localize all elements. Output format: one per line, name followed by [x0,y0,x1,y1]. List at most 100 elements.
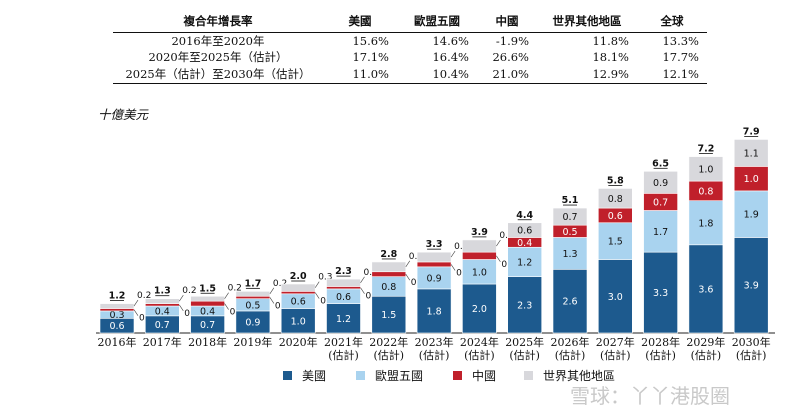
cagr-cell: 26.6% [492,50,529,64]
leader-line [133,309,139,316]
legend-label-row-world: 世界其他地區 [543,369,616,383]
x-tick-label: (估計) [374,348,405,362]
bar-segment [643,171,678,194]
x-tick-label: 2019年 [233,335,272,349]
x-tick-label: 2027年 [596,335,635,349]
cagr-cell: 11.8% [592,34,629,48]
total-label: 5.8 [607,175,624,186]
leader-line [405,274,411,281]
x-tick-label: (估計) [328,348,359,362]
bar-segment [99,303,135,309]
bar-segment [733,139,769,167]
data-label: 0.9 [653,178,668,189]
total-label: 7.2 [697,144,714,155]
x-tick-label: 2029年 [686,335,725,349]
total-label: 3.3 [426,239,443,250]
x-tick-label: 2018年 [188,335,227,349]
leader-line [224,303,229,310]
total-label: 1.5 [199,283,216,294]
data-label: 0.2 [182,286,196,296]
cagr-cell: 13.3% [662,34,699,48]
data-label: 1.0 [744,174,759,185]
bar-segment [280,283,316,292]
cagr-header-row-world: 世界其他地區 [537,10,637,33]
data-label: 3.9 [744,281,759,292]
bar-segment [280,308,316,334]
x-tick-label: 2026年 [551,335,590,349]
x-tick-label: 2021年 [324,335,363,349]
leader-line [179,304,184,311]
cagr-header-china: 中國 [477,10,537,33]
data-label: 0.2 [228,284,242,294]
total-label: 5.1 [562,195,579,206]
x-tick-label: (估計) [419,348,450,362]
bar-segment [643,210,678,253]
cagr-cell: 14.6% [432,34,469,48]
leader-line [496,255,501,262]
bar-segment [507,222,543,238]
cagr-cell: 12.1% [637,65,707,84]
leader-line [224,292,229,299]
data-label: 0.3 [318,273,332,283]
data-label: 0.9 [245,317,260,328]
x-tick-label: 2030年 [732,335,771,349]
total-label: 4.4 [516,210,533,221]
cagr-cell: 10.4% [397,65,477,84]
cagr-cell: 11.0% [323,65,397,84]
bar-segment [190,295,225,302]
cagr-row-label: 2016年至2020年 [171,34,265,48]
data-label: 0.5 [562,227,577,238]
legend-label-china: 中國 [472,369,497,383]
bar-segment [552,207,588,226]
data-label: 1.8 [698,218,713,229]
cagr-header-global: 全球 [637,10,707,33]
data-label: 1.0 [698,164,713,175]
bar-segment [326,278,361,287]
leader-line [450,250,456,258]
data-label: 3.3 [653,288,668,299]
cagr-row: 2025年（估計）至2030年（估計） 11.0% 10.4% 21.0% 12… [113,65,707,84]
total-label: 7.9 [743,126,760,137]
total-label: 1.2 [109,291,126,302]
leader-line [314,292,320,299]
x-tick-label: 2023年 [415,335,454,349]
data-label: 0.7 [653,197,668,208]
cagr-header-label: 複合年增長率 [113,10,323,33]
cagr-cell: 16.4% [432,50,469,64]
bar-segment [462,251,497,260]
bar-segment [688,156,724,182]
data-label: 0.6 [109,321,124,332]
bar-segment [552,268,588,334]
data-label: 0.8 [608,194,623,205]
cagr-cell: 18.1% [592,50,629,64]
x-tick-label: 2020年 [279,335,318,349]
data-label: 0.4 [409,252,424,262]
cagr-cell: 17.1% [352,50,389,64]
legend-item-china: 中國 [453,367,496,384]
x-tick-label: 2025年 [505,335,544,349]
data-label: 1.7 [653,227,668,238]
data-label: 0.4 [200,306,215,317]
x-tick-label: (估計) [509,348,540,362]
x-tick-label: 2022年 [369,335,408,349]
data-label: 1.5 [608,237,623,248]
cagr-row-label: 2025年（估計）至2030年（估計） [113,65,323,84]
bar-segment [643,251,678,334]
data-label: 0.6 [291,297,306,308]
x-tick-label: 2016年 [98,335,137,349]
bar-segment [733,166,769,192]
cagr-row-label: 2020年至2025年（估計） [148,50,288,64]
leader-line [269,287,275,294]
cagr-cell: 15.6% [352,34,389,48]
total-label: 2.8 [380,249,397,260]
data-label: 0.5 [245,300,260,311]
bar-segment [733,237,769,334]
cagr-cell: 21.0% [477,65,537,84]
chart-unit-label: 十億美元 [98,107,149,122]
legend-item-row-world: 世界其他地區 [524,367,615,384]
data-label: 0.6 [336,292,351,303]
leader-line [360,276,365,283]
bar-segment [235,291,271,297]
bar-segment [145,298,180,304]
total-label: 1.3 [154,286,171,297]
